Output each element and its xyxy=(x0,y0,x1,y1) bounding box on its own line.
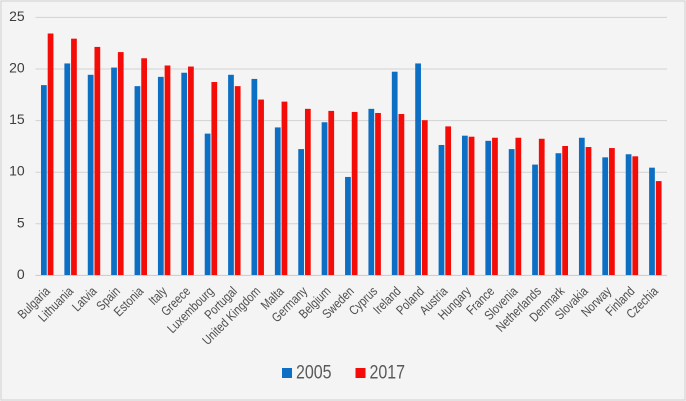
svg-text:25: 25 xyxy=(9,8,25,24)
svg-text:10: 10 xyxy=(9,163,25,179)
svg-text:0: 0 xyxy=(17,266,25,282)
svg-text:2017: 2017 xyxy=(370,361,406,383)
svg-text:15: 15 xyxy=(9,111,25,127)
svg-text:2005: 2005 xyxy=(296,361,332,383)
svg-text:5: 5 xyxy=(17,214,25,230)
svg-text:20: 20 xyxy=(9,60,25,76)
